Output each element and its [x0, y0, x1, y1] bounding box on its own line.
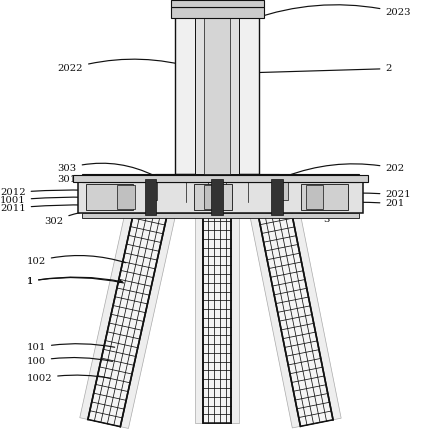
Bar [117, 185, 135, 209]
Bar [204, 185, 222, 209]
Text: 102: 102 [27, 256, 126, 266]
Text: 2023: 2023 [253, 5, 411, 19]
Bar [277, 176, 288, 200]
Bar [204, 0, 230, 174]
Bar [271, 179, 283, 215]
Text: 201: 201 [293, 199, 404, 208]
Bar [195, 0, 239, 174]
Text: 3: 3 [265, 209, 330, 224]
Text: 101: 101 [27, 343, 115, 352]
Bar [155, 174, 279, 202]
Bar [306, 185, 323, 209]
Polygon shape [195, 213, 239, 423]
Bar [78, 182, 363, 213]
Text: 303: 303 [58, 163, 155, 176]
Text: 2: 2 [243, 64, 392, 75]
Text: 1: 1 [27, 277, 124, 286]
Bar [211, 179, 223, 215]
Text: 1002: 1002 [27, 374, 110, 383]
Polygon shape [250, 208, 341, 428]
Polygon shape [80, 207, 175, 428]
Text: 1: 1 [27, 277, 122, 286]
Bar [82, 174, 359, 182]
Bar [171, 7, 264, 18]
Bar [194, 184, 232, 210]
Text: 301: 301 [58, 175, 150, 184]
Bar [82, 213, 359, 218]
Bar [86, 184, 133, 210]
Bar [171, 0, 264, 7]
Text: 2022: 2022 [58, 59, 194, 73]
Bar [73, 175, 368, 182]
Polygon shape [203, 213, 231, 423]
Bar [146, 176, 157, 200]
Bar [78, 177, 210, 186]
Polygon shape [88, 209, 167, 427]
Text: 1001: 1001 [0, 196, 144, 205]
Polygon shape [258, 210, 333, 426]
Text: 2011: 2011 [0, 204, 144, 213]
Text: 202: 202 [286, 164, 404, 176]
Text: 2021: 2021 [295, 190, 411, 199]
Text: 2012: 2012 [0, 188, 144, 197]
Text: 100: 100 [27, 357, 113, 365]
Bar [145, 179, 156, 215]
Text: 302: 302 [44, 209, 150, 226]
Bar [175, 0, 259, 174]
Bar [301, 184, 348, 210]
